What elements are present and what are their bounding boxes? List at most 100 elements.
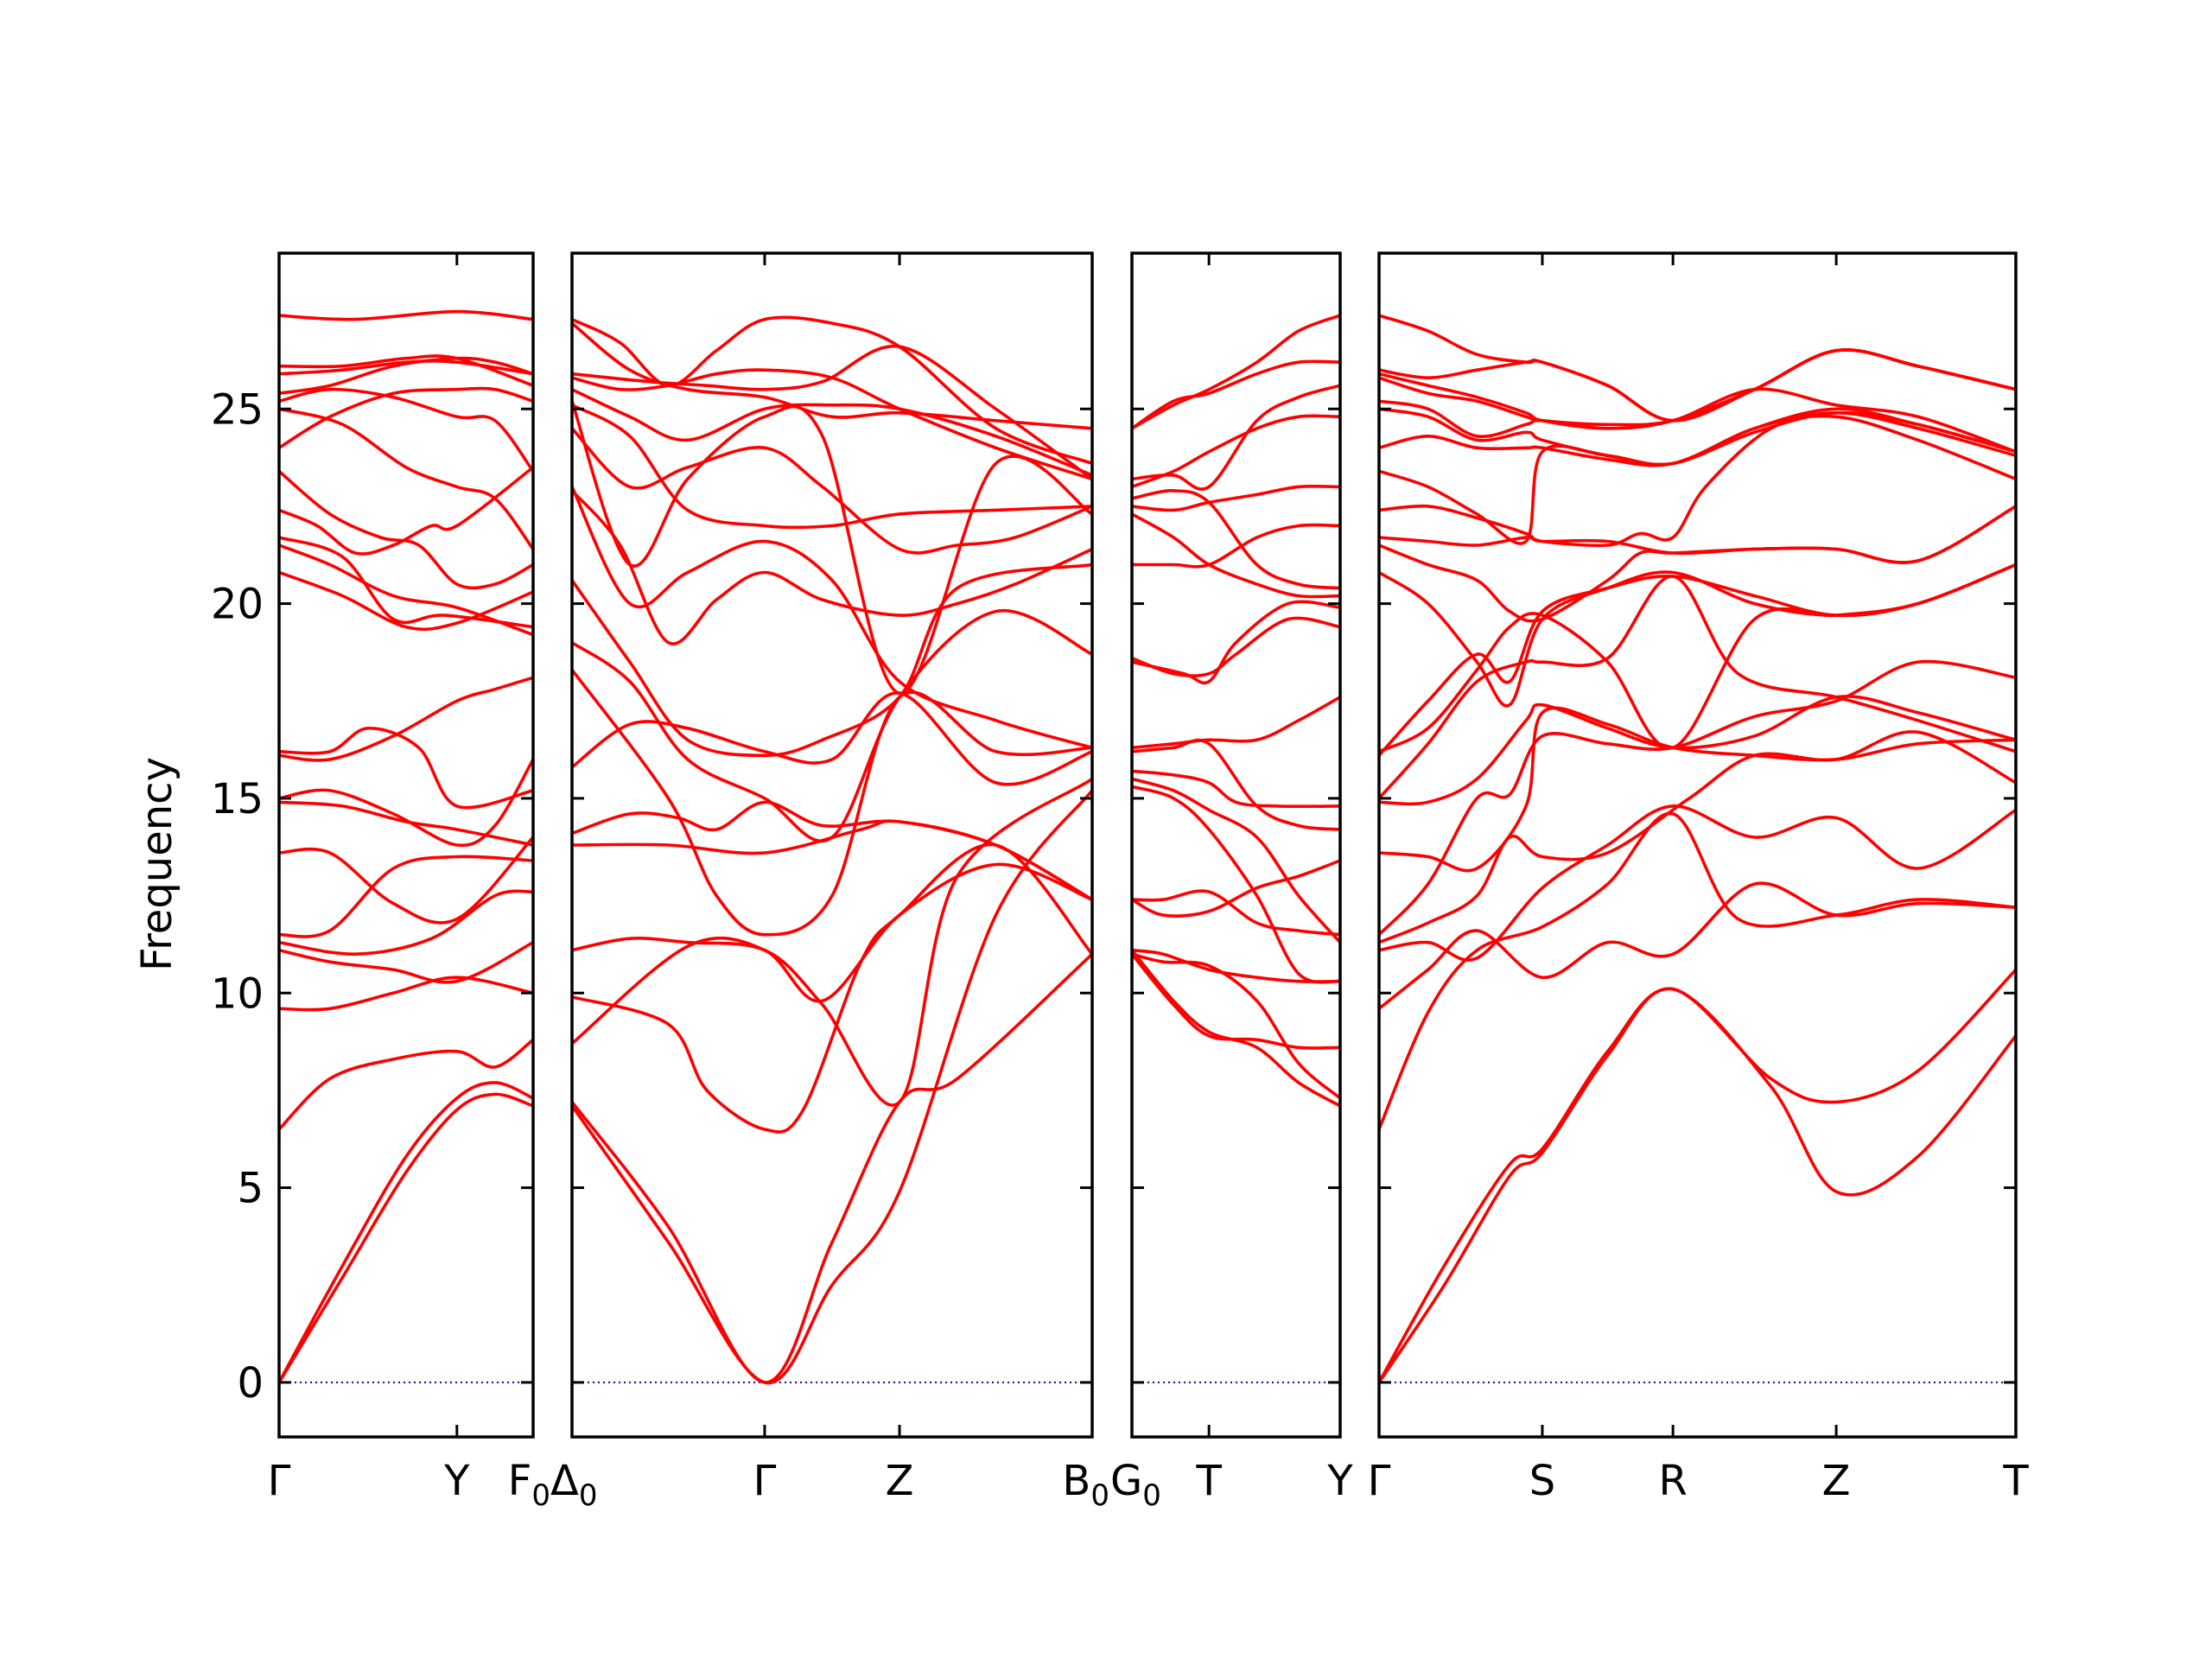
band-line-1-18: [279, 386, 533, 450]
band-line-2-11: [572, 563, 1092, 758]
band-line-2-3: [572, 777, 1092, 1107]
band-line-2-10: [572, 608, 1092, 843]
band-line-4-2: [1379, 968, 2016, 1384]
band-line-1-7: [279, 855, 533, 938]
band-group: [572, 315, 1092, 1385]
band-line-1-20: [279, 387, 533, 474]
band-line-1-17: [279, 469, 533, 590]
band-line-2-7: [572, 800, 1092, 901]
y-tick-label: 10: [211, 969, 264, 1018]
y-tick-label: 5: [237, 1165, 264, 1213]
y-axis: 0 5 10 15 20 25: [211, 385, 264, 1408]
band-line-2-4: [572, 842, 1092, 1134]
band-line-1-11: [279, 676, 533, 762]
band-line-3-21: [1132, 314, 1340, 430]
band-line-2-16: [572, 399, 1092, 695]
panel-3: G0 T Y: [1110, 251, 1353, 1513]
x-tick-label: T: [1196, 1457, 1223, 1505]
band-line-3-10: [1132, 738, 1340, 831]
panel-frame: [277, 251, 535, 1439]
band-line-4-4: [1379, 881, 2016, 1011]
band-line-2-21: [572, 315, 1092, 466]
band-line-1-19: [279, 407, 533, 551]
panel-frame: [1130, 251, 1342, 1439]
band-line-1-14: [279, 543, 533, 637]
x-tick-label: Z: [886, 1457, 914, 1505]
band-line-1-6: [279, 889, 533, 957]
band-group: [1132, 314, 1340, 1108]
band-line-3-8: [1132, 777, 1340, 944]
band-line-4-10: [1379, 575, 2016, 800]
band-line-3-12: [1132, 600, 1340, 685]
band-line-4-9: [1379, 695, 2016, 806]
band-line-2-14: [572, 427, 1092, 555]
panel-2: Δ0 Γ Z B0: [550, 251, 1109, 1513]
panel-frame: [1377, 251, 2018, 1439]
band-line-1-13: [279, 570, 533, 632]
y-tick-label: 15: [211, 775, 264, 823]
band-line-3-19: [1132, 384, 1340, 491]
band-line-4-18: [1379, 407, 2016, 467]
band-line-2-18: [572, 368, 1092, 481]
band-line-3-15: [1132, 512, 1340, 599]
x-tick-label: T: [2002, 1457, 2029, 1505]
x-tick-label: Γ: [268, 1457, 291, 1505]
band-line-4-5: [1379, 804, 2016, 962]
x-tick-label: Y: [443, 1457, 470, 1505]
x-tick-label: F0: [508, 1457, 550, 1513]
band-line-1-4: [279, 976, 533, 1012]
band-line-3-14: [1132, 523, 1340, 569]
band-line-3-9: [1132, 769, 1340, 809]
x-tick-label: R: [1658, 1457, 1687, 1505]
panels-layer: Γ Y F0 Δ0 Γ Z B0 G0 T Y Γ S R Z T: [268, 251, 2029, 1513]
band-line-4-13: [1379, 563, 2016, 708]
band-line-3-11: [1132, 696, 1340, 750]
band-line-1-2: [279, 1081, 533, 1384]
band-line-2-2: [572, 952, 1092, 1384]
band-line-3-13: [1132, 616, 1340, 678]
band-line-2-9: [572, 668, 1092, 937]
band-line-4-7: [1379, 659, 2016, 937]
band-line-3-17: [1132, 489, 1340, 590]
band-line-2-15: [572, 404, 1092, 530]
band-line-1-1: [279, 1092, 533, 1384]
band-line-2-12: [572, 489, 1092, 645]
band-line-2-1: [572, 789, 1092, 1385]
panel-frame: [570, 251, 1094, 1439]
band-line-3-20: [1132, 359, 1340, 430]
band-line-3-2: [1132, 948, 1340, 1108]
band-line-2-13: [572, 485, 1092, 750]
x-tick-label: Γ: [753, 1457, 777, 1505]
band-line-1-24: [279, 309, 533, 321]
x-tick-label: Z: [1822, 1457, 1851, 1505]
band-line-4-6: [1379, 730, 2016, 944]
band-line-2-17: [572, 387, 1092, 477]
x-tick-label: Y: [1326, 1457, 1353, 1505]
band-line-1-5: [279, 940, 533, 984]
band-line-4-15: [1379, 505, 2016, 564]
band-line-2-5: [572, 862, 1092, 1003]
band-line-3-16: [1132, 484, 1340, 512]
panel-1: Γ Y F0: [268, 251, 550, 1513]
band-line-1-3: [279, 1038, 533, 1131]
band-line-1-16: [279, 466, 533, 556]
band-line-2-8: [572, 691, 1092, 786]
band-line-1-10: [279, 758, 533, 848]
band-line-4-8: [1379, 706, 2016, 873]
band-line-1-12: [279, 726, 533, 810]
y-tick-label: 25: [211, 385, 264, 434]
band-line-4-24: [1379, 314, 2016, 423]
band-line-4-19: [1379, 407, 2016, 467]
x-tick-label: Γ: [1368, 1457, 1391, 1505]
band-group: [279, 309, 533, 1384]
band-line-3-3: [1132, 948, 1340, 983]
band-line-3-7: [1132, 785, 1340, 984]
x-tick-label: S: [1529, 1457, 1555, 1505]
x-tick-label: G0: [1110, 1457, 1161, 1513]
y-tick-label: 20: [211, 581, 264, 629]
band-line-3-5: [1132, 859, 1340, 918]
x-tick-label: B0: [1062, 1457, 1109, 1513]
